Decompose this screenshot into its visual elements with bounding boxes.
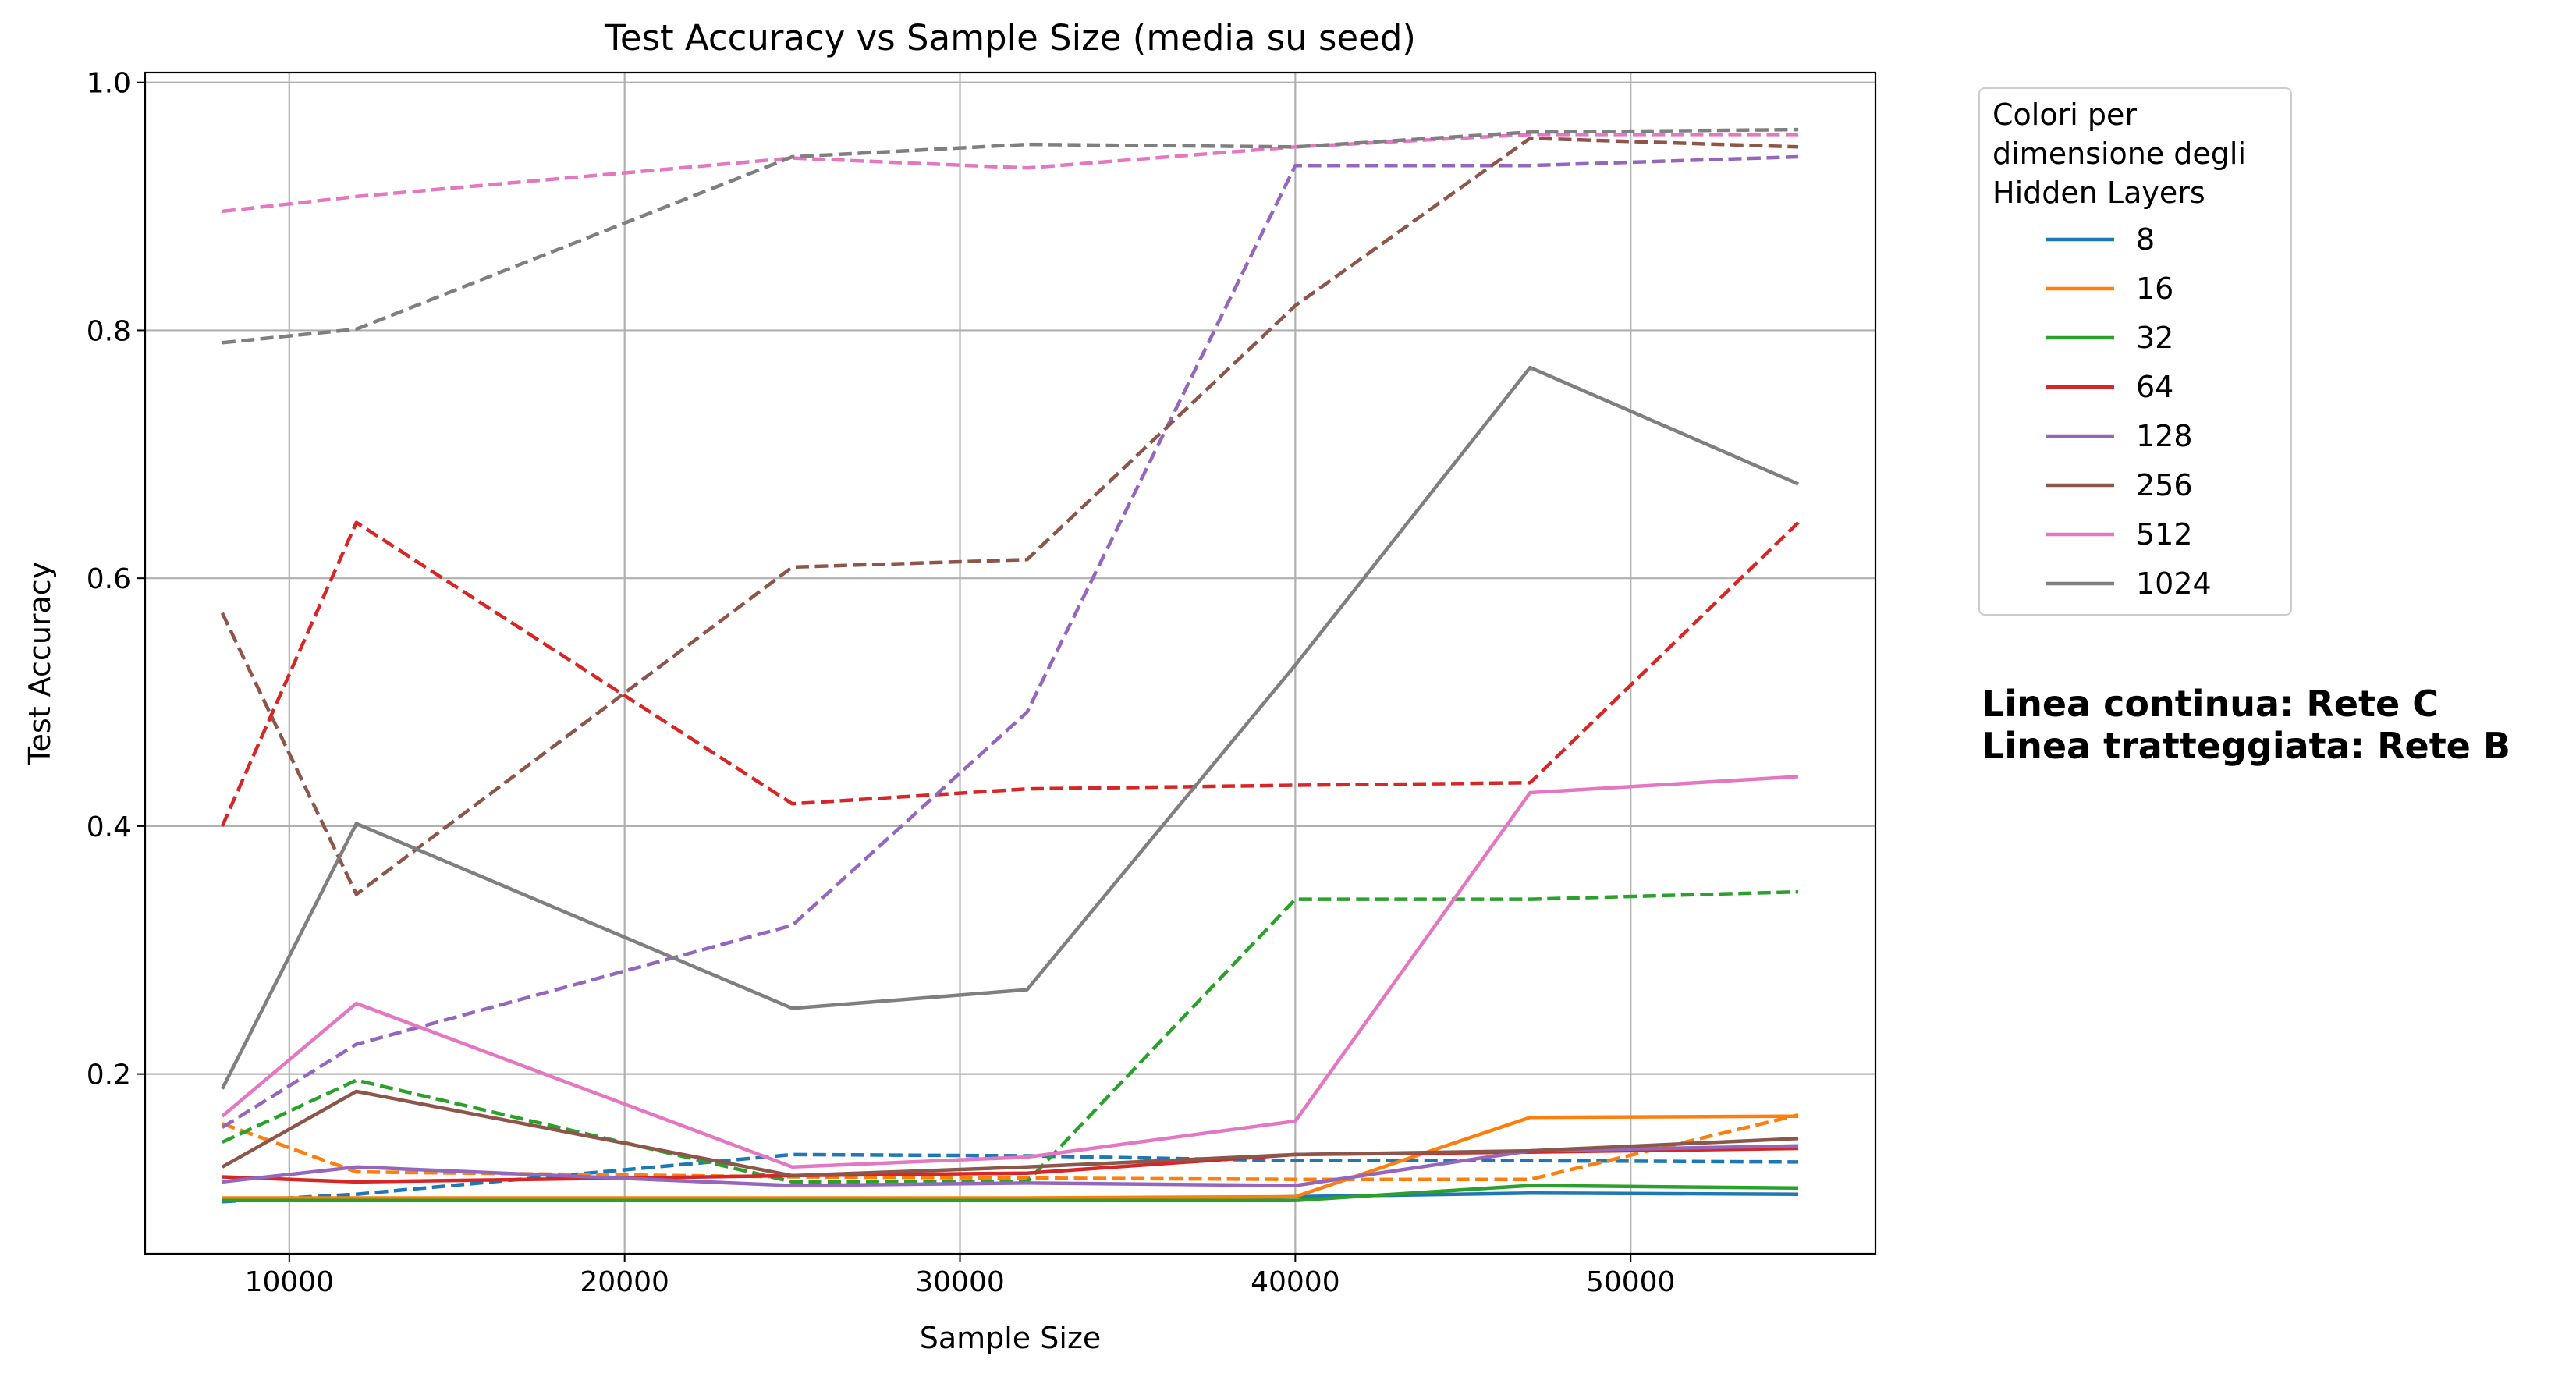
annotation-dashed-line: Linea tratteggiata: Rete B (1982, 725, 2510, 767)
series-line-rete-b-256 (220, 136, 1799, 896)
x-tick-label: 50000 (1586, 1266, 1676, 1298)
x-tick-label: 10000 (245, 1266, 335, 1298)
legend-label-8: 8 (2136, 222, 2155, 257)
series-line-rete-b-1024 (222, 127, 1799, 345)
legend-label-1024: 1024 (2136, 566, 2212, 601)
x-tick-label: 30000 (915, 1266, 1005, 1298)
series-lines (220, 127, 1800, 1204)
legend-label-32: 32 (2136, 321, 2173, 355)
y-axis-label: Test Accuracy (23, 562, 57, 765)
y-tick-label: 0.8 (87, 315, 131, 347)
series-line-rete-b-64 (220, 520, 1800, 827)
legend-title-line-1: Colori per (1992, 98, 2137, 132)
legend-title-line-2: dimensione degli (1992, 137, 2246, 171)
legend-label-16: 16 (2136, 271, 2173, 306)
legend-label-128: 128 (2136, 419, 2193, 453)
y-tick-label: 1.0 (87, 68, 131, 100)
legend-label-64: 64 (2136, 370, 2173, 404)
legend-entries: 8 16 32 64 128 256 512 1024 (2046, 222, 2212, 601)
plot-area-frame (144, 71, 1877, 1255)
legend-title-line-3: Hidden Layers (1992, 176, 2205, 210)
x-tick-label: 20000 (580, 1266, 669, 1298)
y-tick-label: 0.4 (87, 811, 131, 843)
legend: Colori per dimensione degli Hidden Layer… (1978, 87, 2292, 616)
axis-ticks: 10000 20000 30000 40000 50000 0.2 0.4 0.6 0.8 1.0 (87, 68, 1676, 1298)
grid-lines (145, 73, 1875, 1254)
series-line-rete-b-16 (222, 1113, 1799, 1181)
chart-title: Test Accuracy vs Sample Size (media su s… (604, 17, 1416, 59)
annotation-solid-line: Linea continua: Rete C (1982, 683, 2439, 725)
legend-box (1978, 87, 2292, 616)
series-line-rete-c-16 (222, 1114, 1799, 1200)
legend-label-512: 512 (2136, 517, 2193, 552)
series-line-rete-c-1024 (220, 365, 1799, 1090)
y-tick-label: 0.2 (87, 1059, 131, 1091)
series-line-rete-c-32 (222, 1184, 1799, 1202)
series-line-rete-b-512 (222, 133, 1799, 214)
x-axis-label: Sample Size (920, 1321, 1102, 1355)
legend-label-256: 256 (2136, 468, 2193, 502)
x-tick-label: 40000 (1251, 1266, 1340, 1298)
series-line-rete-b-128 (221, 154, 1799, 1129)
series-line-rete-c-256 (221, 1089, 1799, 1178)
series-line-rete-c-512 (221, 775, 1799, 1169)
y-tick-label: 0.6 (87, 563, 131, 595)
